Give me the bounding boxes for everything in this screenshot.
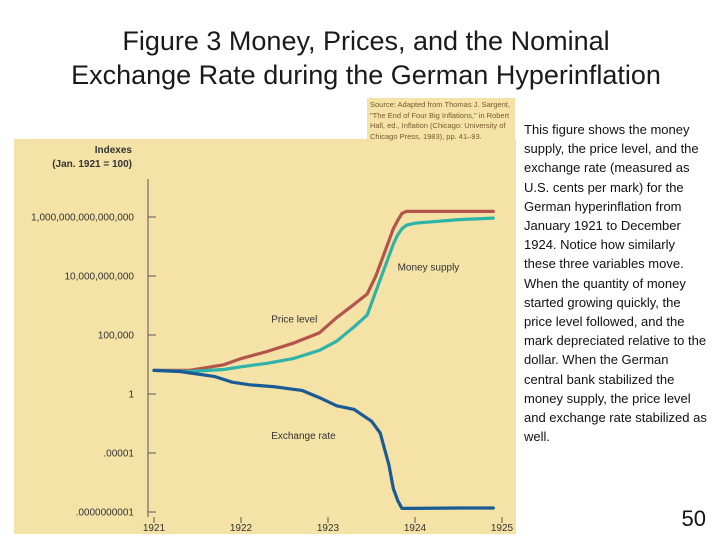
x-axis-ticks: 1921 1922 1923 1924 1925 xyxy=(143,517,514,534)
slide-title: Figure 3 Money, Prices, and the Nominal … xyxy=(0,24,720,92)
money-supply-line xyxy=(152,216,495,374)
y-axis-title-line2: (Jan. 1921 = 100) xyxy=(52,159,132,170)
y-tick-label: .0000000001 xyxy=(76,508,135,519)
y-tick-label: 100,000 xyxy=(98,331,135,342)
series-labels: Money supply Price level Exchange rate xyxy=(271,262,459,442)
exchange-rate-label: Exchange rate xyxy=(271,431,336,442)
price-level-label: Price level xyxy=(271,314,317,325)
x-tick-label: 1923 xyxy=(317,523,340,534)
y-tick-label: 1,000,000,000,000,000 xyxy=(31,213,134,224)
y-tick-label: 10,000,000,000 xyxy=(64,272,134,283)
x-tick-label: 1921 xyxy=(143,523,166,534)
y-tick-label: .00001 xyxy=(103,449,134,460)
source-note: Source: Adapted from Thomas J. Sargent, … xyxy=(367,98,515,143)
money-supply-label: Money supply xyxy=(398,262,460,273)
chart-panel: Indexes (Jan. 1921 = 100) .0000000001.00… xyxy=(14,139,516,534)
y-tick-label: 1 xyxy=(128,390,134,401)
y-axis-title-line1: Indexes xyxy=(95,145,133,156)
x-tick-label: 1922 xyxy=(230,523,253,534)
price-level-line xyxy=(152,209,495,372)
series-lines xyxy=(152,209,495,510)
line-chart: Indexes (Jan. 1921 = 100) .0000000001.00… xyxy=(31,145,514,534)
slide-title-line2: Exchange Rate during the German Hyperinf… xyxy=(71,60,661,90)
x-tick-label: 1924 xyxy=(404,523,427,534)
y-axis-ticks: .0000000001 .00001 1 100,000 10,000,000,000 1… xyxy=(31,213,156,519)
slide-title-line1: Figure 3 Money, Prices, and the Nominal xyxy=(122,26,610,56)
page-number: 50 xyxy=(681,506,706,531)
figure-description: This figure shows the money supply, the … xyxy=(524,122,707,445)
x-tick-label: 1925 xyxy=(491,523,514,534)
exchange-rate-line xyxy=(152,368,495,510)
